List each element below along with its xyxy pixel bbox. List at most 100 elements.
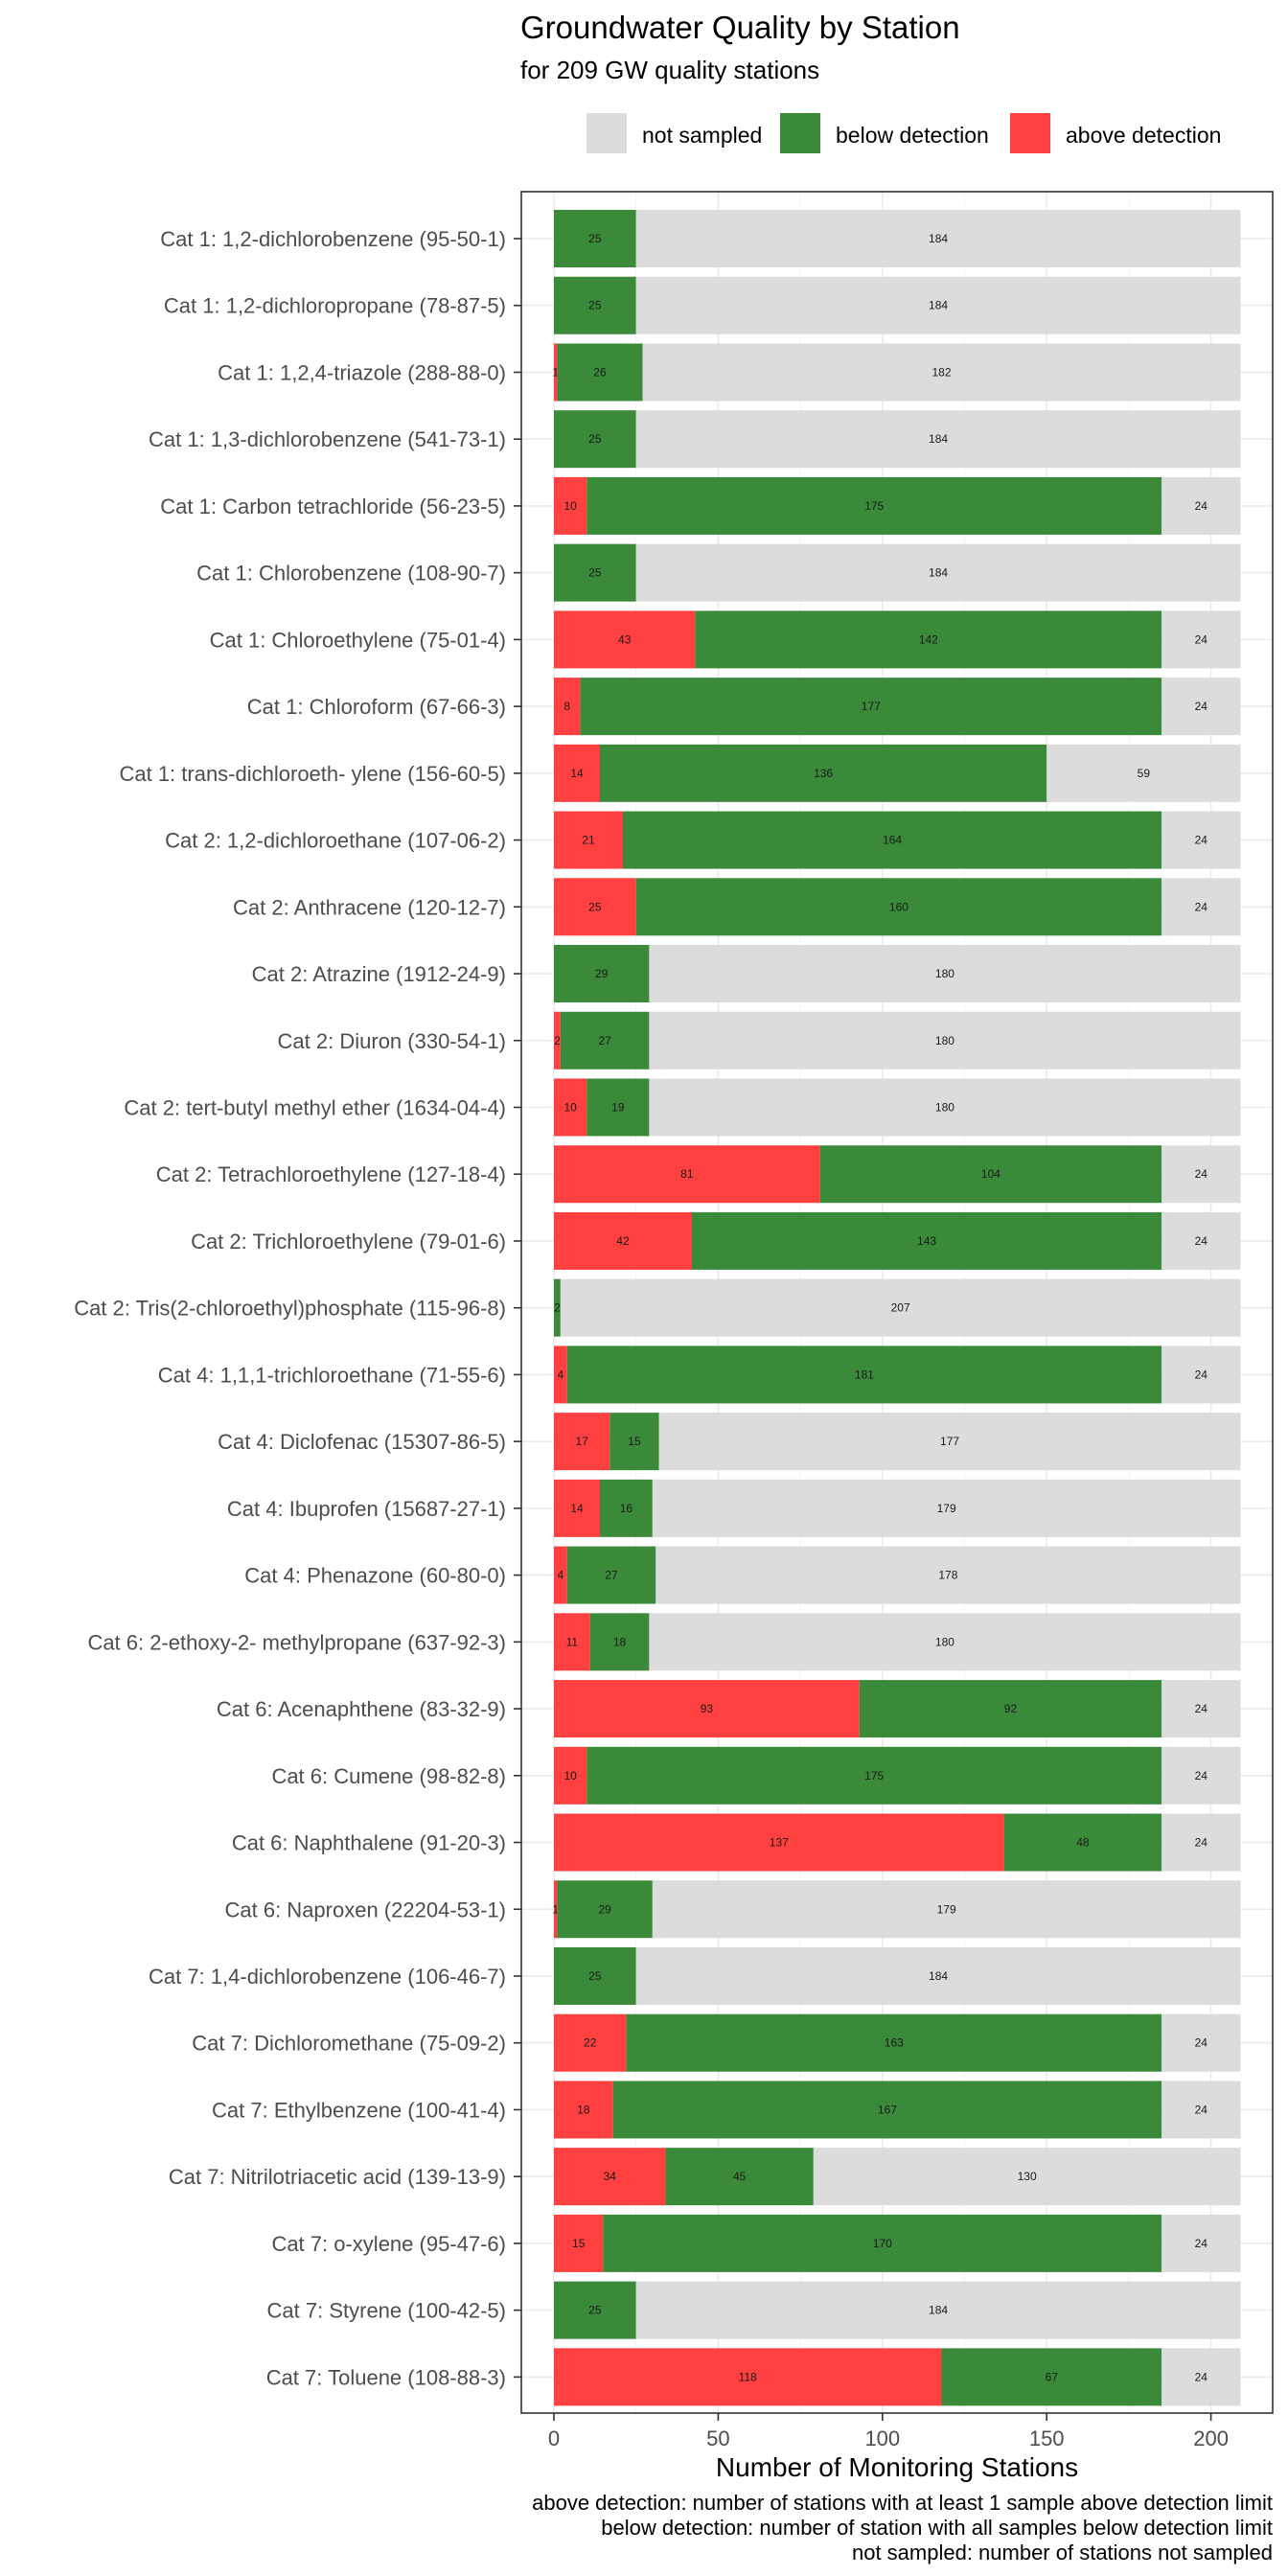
data-label-above-detection: 10 bbox=[564, 1100, 577, 1114]
bar-below-detection bbox=[586, 1746, 1162, 1805]
bar-below-detection bbox=[554, 210, 636, 267]
data-label-not-sampled: 180 bbox=[935, 1100, 954, 1114]
bar-not-sampled bbox=[1162, 878, 1241, 936]
bar-above-detection bbox=[554, 1680, 860, 1738]
data-label-not-sampled: 184 bbox=[929, 232, 948, 245]
bar-above-detection bbox=[554, 1413, 610, 1471]
y-tick-label: Cat 6: 2-ethoxy-2- methylpropane (637-92… bbox=[87, 1630, 506, 1654]
bar-above-detection bbox=[554, 1479, 600, 1537]
bar-not-sampled bbox=[635, 410, 1241, 469]
data-label-below-detection: 18 bbox=[613, 1635, 627, 1648]
bar-above-detection bbox=[554, 1813, 1004, 1872]
data-label-below-detection: 16 bbox=[620, 1502, 633, 1515]
y-tick-label: Cat 1: 1,3-dichlorobenzene (541-73-1) bbox=[149, 427, 506, 451]
data-label-below-detection: 2 bbox=[554, 1301, 561, 1315]
legend-label-below-detection: below detection bbox=[836, 123, 989, 148]
bar-not-sampled bbox=[635, 276, 1241, 334]
data-label-not-sampled: 184 bbox=[929, 299, 948, 312]
data-label-not-sampled: 178 bbox=[938, 1569, 957, 1582]
bar-below-detection bbox=[691, 1211, 1162, 1270]
bar-below-detection bbox=[554, 2281, 636, 2339]
bar-below-detection bbox=[819, 1145, 1162, 1204]
data-label-below-detection: 27 bbox=[605, 1569, 618, 1582]
data-label-not-sampled: 180 bbox=[935, 1034, 954, 1047]
y-tick-label: Cat 7: Toluene (108-88-3) bbox=[266, 2365, 506, 2389]
data-label-not-sampled: 59 bbox=[1138, 767, 1151, 780]
data-label-above-detection: 10 bbox=[564, 1769, 577, 1782]
bar-above-detection bbox=[554, 678, 581, 736]
bar-not-sampled bbox=[1162, 2348, 1241, 2406]
bar-above-detection bbox=[554, 2081, 613, 2139]
bar-above-detection bbox=[554, 1011, 561, 1070]
data-label-not-sampled: 180 bbox=[935, 1635, 954, 1648]
y-tick-label: Cat 4: Phenazone (60-80-0) bbox=[244, 1564, 506, 1588]
y-tick-label: Cat 7: Styrene (100-42-5) bbox=[267, 2299, 506, 2323]
data-label-above-detection: 14 bbox=[570, 1502, 584, 1515]
bar-below-detection bbox=[589, 1613, 650, 1671]
data-label-below-detection: 67 bbox=[1046, 2370, 1059, 2383]
bar-above-detection bbox=[554, 1078, 587, 1137]
bar-above-detection bbox=[554, 1346, 567, 1404]
bar-above-detection bbox=[554, 610, 696, 669]
y-tick-label: Cat 6: Naphthalene (91-20-3) bbox=[232, 1831, 506, 1855]
bar-not-sampled bbox=[652, 1479, 1241, 1537]
data-label-not-sampled: 182 bbox=[932, 365, 951, 379]
bar-not-sampled bbox=[1162, 610, 1241, 669]
data-label-below-detection: 167 bbox=[878, 2103, 897, 2116]
bar-not-sampled bbox=[649, 1613, 1241, 1671]
bar-below-detection bbox=[580, 678, 1162, 736]
y-tick-label: Cat 2: Anthracene (120-12-7) bbox=[233, 895, 506, 919]
y-tick-label: Cat 6: Naproxen (22204-53-1) bbox=[225, 1898, 507, 1921]
data-label-above-detection: 4 bbox=[558, 1569, 564, 1582]
data-label-above-detection: 81 bbox=[680, 1167, 694, 1181]
data-label-below-detection: 136 bbox=[814, 767, 833, 780]
bar-not-sampled bbox=[1162, 2081, 1241, 2139]
chart-title: Groundwater Quality by Station bbox=[520, 10, 960, 45]
data-label-not-sampled: 24 bbox=[1195, 700, 1208, 713]
bar-below-detection bbox=[599, 744, 1047, 802]
bar-not-sampled bbox=[813, 2148, 1241, 2206]
data-label-below-detection: 26 bbox=[593, 365, 607, 379]
data-label-above-detection: 93 bbox=[701, 1702, 714, 1715]
bar-not-sampled bbox=[649, 1078, 1241, 1137]
y-tick-label: Cat 2: 1,2-dichloroethane (107-06-2) bbox=[165, 829, 506, 853]
bar-above-detection bbox=[554, 878, 636, 936]
bar-not-sampled bbox=[1162, 476, 1241, 535]
bar-below-detection bbox=[554, 1946, 636, 2005]
x-tick-label: 0 bbox=[548, 2426, 560, 2450]
bar-above-detection bbox=[554, 1145, 820, 1204]
data-label-below-detection: 142 bbox=[919, 632, 938, 646]
data-label-below-detection: 175 bbox=[864, 499, 884, 513]
y-tick-label: Cat 2: Trichloroethylene (79-01-6) bbox=[191, 1230, 506, 1254]
data-label-below-detection: 175 bbox=[864, 1769, 884, 1782]
data-label-not-sampled: 184 bbox=[929, 1969, 948, 1983]
bar-above-detection bbox=[554, 2013, 627, 2072]
data-label-not-sampled: 207 bbox=[891, 1301, 910, 1315]
bar-below-detection bbox=[941, 2348, 1162, 2406]
data-label-not-sampled: 184 bbox=[929, 566, 948, 580]
data-label-below-detection: 163 bbox=[885, 2036, 904, 2050]
data-label-above-detection: 137 bbox=[770, 1836, 789, 1850]
data-label-below-detection: 177 bbox=[862, 700, 881, 713]
bar-not-sampled bbox=[656, 1546, 1241, 1604]
bar-not-sampled bbox=[635, 2281, 1241, 2339]
y-tick-label: Cat 1: Chloroform (67-66-3) bbox=[247, 695, 506, 719]
bar-not-sampled bbox=[1162, 1211, 1241, 1270]
bar-below-detection bbox=[566, 1546, 656, 1604]
data-label-below-detection: 25 bbox=[588, 232, 602, 245]
bar-not-sampled bbox=[635, 210, 1241, 267]
bar-not-sampled bbox=[1162, 2013, 1241, 2072]
bar-not-sampled bbox=[1162, 1346, 1241, 1404]
bar-below-detection bbox=[665, 2148, 814, 2206]
bar-above-detection bbox=[554, 744, 600, 802]
footnote-below: below detection: number of station with … bbox=[601, 2516, 1273, 2540]
data-label-above-detection: 2 bbox=[554, 1034, 561, 1047]
data-label-not-sampled: 24 bbox=[1195, 1702, 1208, 1715]
y-tick-label: Cat 4: Diclofenac (15307-86-5) bbox=[218, 1430, 506, 1454]
bar-not-sampled bbox=[658, 1413, 1241, 1471]
data-label-below-detection: 25 bbox=[588, 2304, 602, 2317]
bar-below-detection bbox=[554, 1278, 561, 1337]
data-label-above-detection: 1 bbox=[552, 365, 559, 379]
data-label-above-detection: 22 bbox=[584, 2036, 597, 2050]
